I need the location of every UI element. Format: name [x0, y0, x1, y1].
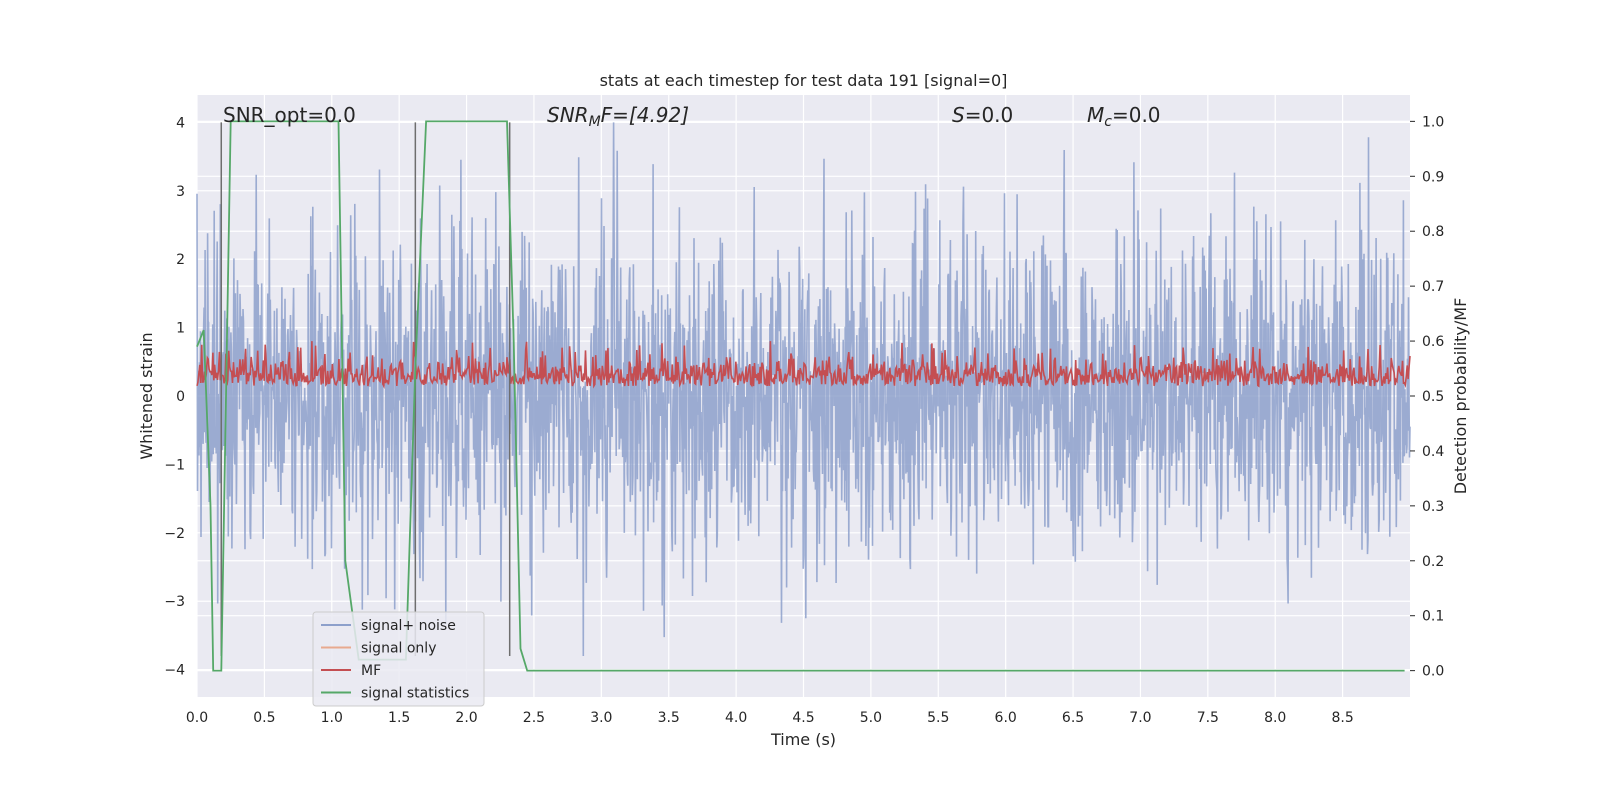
- series-signal-noise: [196, 122, 1411, 657]
- mc-sub: c: [1104, 114, 1112, 130]
- series-mf: [196, 341, 1411, 389]
- y-left-tick-label: 3: [176, 184, 185, 200]
- legend-entry-signal-noise: signal+ noise: [361, 618, 456, 634]
- x-tick-label: 3.0: [590, 710, 612, 726]
- y-right-tick-label: 0.6: [1422, 334, 1444, 350]
- x-tick-label: 4.5: [792, 710, 814, 726]
- x-tick-label: 7.5: [1197, 710, 1219, 726]
- y-left-tick-label: 1: [176, 321, 185, 337]
- s-rest: =0.0: [965, 103, 1014, 127]
- y-right-tick-label: 0.8: [1422, 224, 1444, 240]
- y-left-tick-label: −1: [164, 457, 185, 473]
- y-left-tick-label: 4: [176, 115, 185, 131]
- axis-layer: 0.0 0.5 1.0 1.5 2.0 2.5 3.0 3.5 4.0 4.5 5.0 5.5 6.0 6…: [164, 114, 1444, 726]
- x-tick-label: 0.5: [253, 710, 275, 726]
- x-tick-label: 3.5: [658, 710, 680, 726]
- y-right-tick-label: 0.4: [1422, 444, 1444, 460]
- y-left-tick-label: 0: [176, 389, 185, 405]
- mc-base: M: [1087, 103, 1104, 127]
- annotation-s: S=0.0: [952, 103, 1013, 127]
- legend: signal+ noise signal only MF signal stat…: [312, 611, 485, 707]
- y-right-tick-label: 0.9: [1422, 169, 1444, 185]
- y-axis-label-left: Whitened strain: [137, 332, 156, 459]
- snr-mf-base: SNR: [547, 103, 589, 127]
- x-tick-label: 2.5: [523, 710, 545, 726]
- x-axis-label: Time (s): [770, 730, 836, 749]
- x-tick-label: 6.0: [995, 710, 1017, 726]
- y-axis-label-right: Detection probability/MF: [1451, 298, 1470, 495]
- legend-entry-mf: MF: [361, 663, 381, 679]
- y-right-tick-label: 0.0: [1422, 664, 1444, 680]
- x-tick-label: 8.5: [1331, 710, 1353, 726]
- y-left-tick-label: 2: [176, 252, 185, 268]
- y-right-tick-label: 0.5: [1422, 389, 1444, 405]
- x-tick-label: 7.0: [1129, 710, 1151, 726]
- x-tick-label: 1.5: [388, 710, 410, 726]
- annotation-mc: Mc=0.0: [1087, 103, 1161, 130]
- x-tick-label: 0.0: [186, 710, 208, 726]
- s-base: S: [952, 103, 965, 127]
- y-left-tick-label: −4: [164, 663, 185, 679]
- y-right-tick-label: 0.1: [1422, 609, 1444, 625]
- annotation-snr-opt: SNR_opt=0.0: [223, 103, 356, 127]
- y-left-tick-label: −2: [164, 526, 185, 542]
- legend-box: [312, 611, 485, 707]
- legend-entry-signal-only: signal only: [361, 641, 436, 657]
- x-tick-label: 1.0: [321, 710, 343, 726]
- x-tick-label: 8.0: [1264, 710, 1286, 726]
- x-tick-label: 4.0: [725, 710, 747, 726]
- y-right-tick-label: 0.7: [1422, 279, 1444, 295]
- y-left-tick-label: −3: [164, 594, 185, 610]
- x-tick-label: 2.0: [455, 710, 477, 726]
- snr-mf-rest: F=[4.92]: [601, 103, 689, 127]
- legend-entry-signal-statistics: signal statistics: [361, 686, 469, 702]
- y-right-tick-label: 0.2: [1422, 554, 1444, 570]
- y-right-tick-label: 1.0: [1422, 114, 1444, 130]
- annotation-snr-mf: SNRMF=[4.92]: [547, 103, 689, 130]
- x-tick-label: 5.5: [927, 710, 949, 726]
- x-tick-label: 5.0: [860, 710, 882, 726]
- snr-mf-sub: M: [589, 114, 601, 130]
- mc-rest: =0.0: [1112, 103, 1161, 127]
- x-tick-label: 6.5: [1062, 710, 1084, 726]
- y-right-tick-label: 0.3: [1422, 499, 1444, 515]
- chart-title: stats at each timestep for test data 191…: [600, 71, 1008, 90]
